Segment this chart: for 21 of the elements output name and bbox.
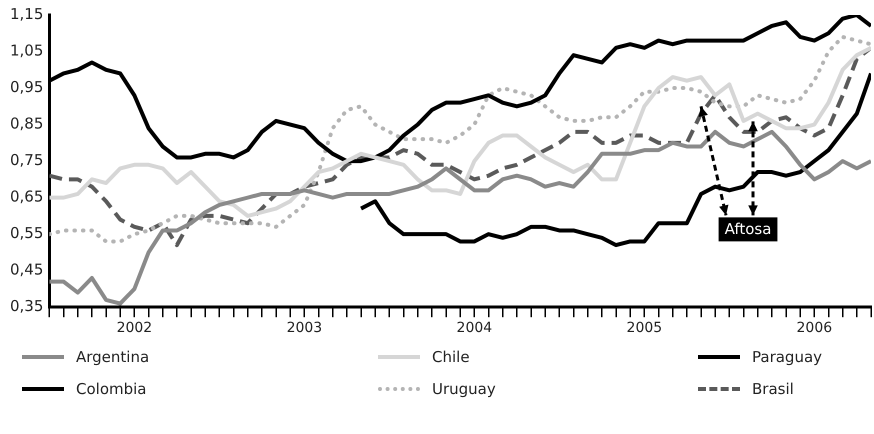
legend-label: Chile (432, 348, 470, 366)
y-tick-label: 0,55 (10, 224, 44, 242)
annotation: Aftosa (724, 220, 772, 238)
y-tick-label: 0,75 (10, 150, 44, 169)
y-tick-label: 0,65 (10, 188, 44, 206)
y-tick-label: 1,15 (10, 4, 44, 23)
y-tick-label: 1,05 (10, 41, 44, 60)
x-tick-label: 2002 (116, 320, 152, 336)
y-tick-label: 0,85 (10, 114, 44, 132)
legend-label: Argentina (76, 348, 150, 366)
legend-label: Paraguay (752, 348, 822, 366)
x-tick-label: 2005 (626, 320, 662, 336)
x-tick-label: 2004 (456, 320, 492, 336)
legend-label: Colombia (76, 380, 146, 398)
y-tick-label: 0,95 (10, 78, 44, 96)
x-tick-label: 2003 (286, 320, 322, 336)
legend-label: Uruguay (432, 380, 496, 398)
legend-label: Brasil (752, 380, 794, 398)
y-tick-label: 0,35 (10, 297, 44, 316)
x-tick-label: 2006 (796, 320, 832, 336)
y-tick-label: 0,45 (10, 260, 44, 279)
